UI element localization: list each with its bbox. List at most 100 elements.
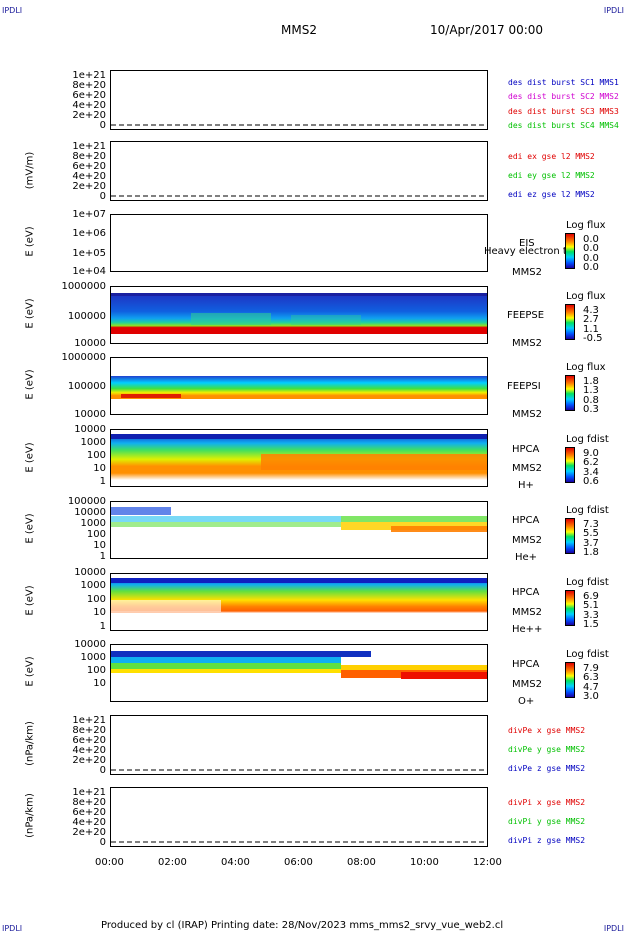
p8-ytick: 100: [86, 665, 106, 676]
p5-cbar-val: 0.6: [583, 476, 599, 487]
p4-cbar-val: 0.8: [583, 395, 599, 406]
x-tick-label: 12:00: [473, 857, 502, 868]
p8-inst: HPCA: [512, 659, 540, 670]
panel-divpe: [110, 715, 488, 775]
p2-inst: EIS: [519, 238, 535, 249]
x-tick-label: 10:00: [410, 857, 439, 868]
p6-inst: HPCA: [512, 515, 540, 526]
p4-ytick: 10000: [74, 409, 106, 420]
footer-text: Produced by cl (IRAP) Printing date: 28/…: [101, 920, 504, 931]
p6-cbar-val: 3.7: [583, 538, 599, 549]
p2-colorbar: [565, 233, 575, 269]
p2-ylabel: E (eV): [24, 226, 36, 257]
p6-ytick: 100000: [67, 496, 106, 507]
x-tick-label: 08:00: [347, 857, 376, 868]
page-datetime: 10/Apr/2017 00:00: [430, 23, 544, 37]
p0-ytick: 0: [99, 120, 106, 131]
p5-inst: H+: [518, 480, 534, 491]
p7-ytick: 10: [93, 607, 106, 618]
panel-feeps-i: [110, 357, 488, 415]
p8-spectrogram-patch: [111, 657, 341, 663]
p9-ytick: 0: [99, 765, 106, 776]
p10-plot: [111, 841, 487, 843]
p1-legend: edi ex gse l2 MMS2: [508, 152, 595, 161]
panel-edi: [110, 141, 488, 201]
p8-cbar-val: 7.9: [583, 663, 599, 674]
p5-spectrogram-patch: [111, 434, 487, 439]
p5-inst: MMS2: [512, 463, 542, 474]
p9-legend: divPe x gse MMS2: [508, 726, 586, 735]
p2-ytick: 1e+07: [72, 209, 106, 220]
p8-spectrogram-patch: [401, 672, 487, 679]
p2-ytick: 1e+06: [72, 228, 106, 239]
p7-ylabel: E (eV): [24, 585, 36, 616]
p9-plot: [111, 769, 487, 771]
p4-cbar-title: Log flux: [566, 362, 606, 373]
p8-spectrogram-patch: [341, 665, 487, 670]
p4-spectrogram-band: [111, 376, 487, 399]
p4-ytick: 1000000: [61, 352, 106, 363]
p7-cbar-val: 5.1: [583, 600, 599, 611]
p9-legend: divPe y gse MMS2: [508, 745, 586, 754]
p7-cbar-val: 3.3: [583, 610, 599, 621]
p7-spectrogram-patch: [111, 600, 221, 612]
p5-cbar-val: 3.4: [583, 467, 599, 478]
p3-inst: FEEPSE: [507, 310, 545, 321]
corner-label-bottom-right: IPDLI: [603, 924, 624, 933]
p6-ytick: 10: [93, 540, 106, 551]
panel-divpi: [110, 787, 488, 847]
p8-ylabel: E (eV): [24, 656, 36, 687]
p3-cbar-title: Log flux: [566, 291, 606, 302]
p8-spectrogram-patch: [111, 663, 341, 669]
p6-spectrogram-patch: [111, 522, 341, 527]
p10-ytick: 8e+20: [72, 797, 106, 808]
p5-ylabel: E (eV): [24, 442, 36, 473]
p0-ytick: 8e+20: [72, 80, 106, 91]
corner-label-bottom-left: IPDLI: [2, 924, 23, 933]
p6-ylabel: E (eV): [24, 513, 36, 544]
p5-ytick: 1: [99, 476, 106, 487]
p5-cbar-val: 9.0: [583, 448, 599, 459]
p9-ytick: 1e+21: [72, 715, 106, 726]
p4-speckle: [111, 364, 487, 376]
p1-ytick: 4e+20: [72, 171, 106, 182]
p7-ytick: 100: [86, 594, 106, 605]
p3-cbar-val: 1.1: [583, 324, 599, 335]
p5-plot: [111, 434, 487, 480]
p9-ytick: 6e+20: [72, 735, 106, 746]
panel-hpca-o: [110, 644, 488, 702]
page-title: MMS2: [281, 23, 317, 37]
p2-cbar-val: 0.0: [583, 253, 599, 264]
p6-cbar-val: 1.8: [583, 547, 599, 558]
p7-colorbar: [565, 590, 575, 626]
p0-legend: des dist burst SC2 MMS2: [508, 92, 619, 101]
p3-ytick: 1000000: [61, 281, 106, 292]
p10-ytick: 2e+20: [72, 827, 106, 838]
p4-plot: [111, 364, 487, 399]
corner-label-right: IPDLI: [603, 6, 624, 15]
p9-legend: divPe z gse MMS2: [508, 764, 586, 773]
p7-inst: MMS2: [512, 607, 542, 618]
p0-legend: des dist burst SC1 MMS1: [508, 78, 619, 87]
p1-legend: edi ez gse l2 MMS2: [508, 190, 595, 199]
p4-cbar-val: 0.3: [583, 404, 599, 415]
p2-cbar-title: Log flux: [566, 220, 606, 231]
p8-cbar-val: 3.0: [583, 691, 599, 702]
p7-ytick: 10000: [74, 567, 106, 578]
x-tick-label: 02:00: [158, 857, 187, 868]
p3-colorbar: [565, 304, 575, 340]
p1-ytick: 0: [99, 191, 106, 202]
p6-cbar-val: 5.5: [583, 528, 599, 539]
panel-hpca-he: [110, 501, 488, 559]
p7-ytick: 1: [99, 621, 106, 632]
p0-ytick: 2e+20: [72, 110, 106, 121]
p8-inst: O+: [518, 696, 535, 707]
p4-cbar-val: 1.3: [583, 385, 599, 396]
p8-cbar-title: Log fdist: [566, 649, 609, 660]
p4-colorbar: [565, 375, 575, 411]
p5-ytick: 100: [86, 450, 106, 461]
p7-inst: He++: [512, 624, 543, 635]
p4-ytick: 100000: [67, 381, 106, 392]
p10-ytick: 1e+21: [72, 787, 106, 798]
p1-ylabel: (mV/m): [24, 151, 36, 190]
